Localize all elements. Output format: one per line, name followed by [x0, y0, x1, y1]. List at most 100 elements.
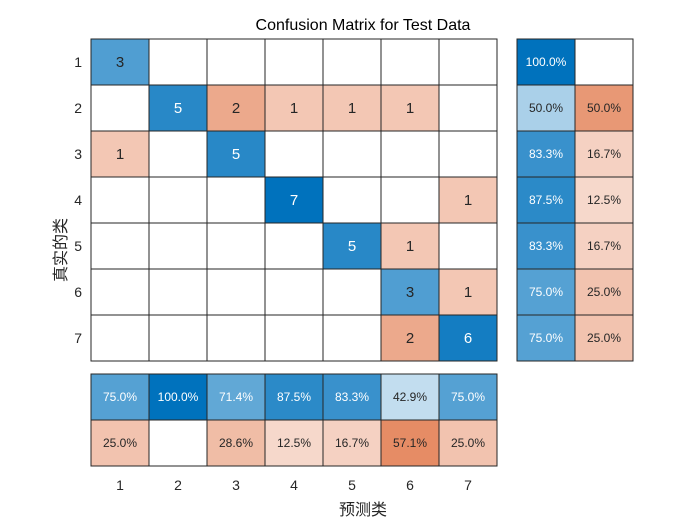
y-tick-6: 6 [74, 284, 82, 300]
matrix-cell-r3-c1-label: 1 [116, 146, 124, 163]
matrix-cell-r1-c3-box [206, 38, 266, 86]
column-summary-incorrect-c6-label: 57.1% [393, 436, 427, 450]
matrix-cell-r2-c3-box [206, 84, 266, 132]
matrix-cell-r7-c6-label: 2 [406, 330, 414, 347]
matrix-cell-r6-c2-box [148, 268, 208, 316]
matrix-cell-r3-c5-box [322, 130, 382, 178]
matrix-cell-r5-c2-box [148, 222, 208, 270]
x-tick-1: 1 [116, 477, 124, 493]
matrix-cell-r4-c5-box [322, 176, 382, 224]
row-summary-incorrect-r6-label: 25.0% [587, 285, 621, 299]
matrix-cell-r2-c6-label: 1 [406, 100, 414, 117]
x-tick-4: 4 [290, 477, 298, 493]
matrix-cell-r6-c1-box [90, 268, 150, 316]
matrix-cell-r6-c7-label: 1 [464, 284, 472, 301]
matrix-cell-r5-c6-box [380, 222, 440, 270]
row-summary-correct-r3-label: 83.3% [529, 147, 563, 161]
column-summary-incorrect-c3-label: 28.6% [219, 436, 253, 450]
matrix-cell-r3-c3-label: 5 [232, 146, 240, 163]
matrix-cell-r2-c2-box [148, 84, 208, 132]
matrix-cell-r7-c5-box [322, 314, 382, 362]
matrix-cell-r4-c4-label: 7 [290, 192, 298, 209]
column-summary-incorrect-c5-label: 16.7% [335, 436, 369, 450]
row-summary-correct-r7-label: 75.0% [529, 331, 563, 345]
row-summary-correct-r3-box [516, 130, 576, 178]
column-summary-incorrect-c7-label: 25.0% [451, 436, 485, 450]
row-summary-incorrect-r3-box [574, 130, 634, 178]
matrix-cell-r2-c1-box [90, 84, 150, 132]
matrix-cell-r3-c6-box [380, 130, 440, 178]
matrix-cell-r6-c3-box [206, 268, 266, 316]
matrix-cell-r4-c1-box [90, 176, 150, 224]
y-tick-5: 5 [74, 238, 82, 254]
column-summary-incorrect-c5-box [322, 419, 382, 467]
row-summary-correct-r4-label: 87.5% [529, 193, 563, 207]
x-tick-2: 2 [174, 477, 182, 493]
matrix-cell-r7-c4-box [264, 314, 324, 362]
column-summary-incorrect-c4-box [264, 419, 324, 467]
row-summary-incorrect-r2-box [574, 84, 634, 132]
column-summary-correct-c5-box [322, 373, 382, 421]
x-tick-labels: 1 2 3 4 5 6 7 [116, 477, 472, 493]
column-summary-correct-c3-label: 71.4% [219, 390, 253, 404]
row-summary-correct-r6-label: 75.0% [529, 285, 563, 299]
x-tick-5: 5 [348, 477, 356, 493]
matrix-cell-r1-c6-box [380, 38, 440, 86]
matrix-cell-r5-c4-box [264, 222, 324, 270]
column-summary-incorrect-c4-label: 12.5% [277, 436, 311, 450]
row-summary-incorrect-r3-label: 16.7% [587, 147, 621, 161]
y-tick-3: 3 [74, 146, 82, 162]
matrix-cell-r6-c4-box [264, 268, 324, 316]
y-tick-7: 7 [74, 330, 82, 346]
matrix-cell-r4-c2-box [148, 176, 208, 224]
row-summary-incorrect-r5-label: 16.7% [587, 239, 621, 253]
row-summary-incorrect-r7-label: 25.0% [587, 331, 621, 345]
row-summary-correct-r7-box [516, 314, 576, 362]
row-summary-correct-r1-box [516, 38, 576, 86]
matrix-cell-r5-c6-label: 1 [406, 238, 414, 255]
column-summary-incorrect-c2-box [148, 419, 208, 467]
matrix-cell-r7-c7-box [438, 314, 498, 362]
row-summary-incorrect-r4-label: 12.5% [587, 193, 621, 207]
matrix-cell-r2-c4-label: 1 [290, 100, 298, 117]
main-matrix: 3 5 2 1 1 1 1 5 7 1 5 1 3 1 2 6 [90, 38, 498, 362]
x-tick-7: 7 [464, 477, 472, 493]
matrix-cell-r6-c6-label: 3 [406, 284, 414, 301]
matrix-cell-r5-c7-box [438, 222, 498, 270]
y-axis-label: 真实的类 [51, 218, 70, 282]
matrix-cell-r3-c4-box [264, 130, 324, 178]
matrix-cell-r2-c6-box [380, 84, 440, 132]
row-summary-incorrect-r6-box [574, 268, 634, 316]
matrix-cell-r5-c1-box [90, 222, 150, 270]
column-summary-correct-c6-box [380, 373, 440, 421]
x-tick-3: 3 [232, 477, 240, 493]
column-summary-correct-c6-label: 42.9% [393, 390, 427, 404]
row-summary-incorrect-r7-box [574, 314, 634, 362]
column-summary-correct-c4-label: 87.5% [277, 390, 311, 404]
row-summary-incorrect-r4-box [574, 176, 634, 224]
column-summary-incorrect-c3-box [206, 419, 266, 467]
chart-title: Confusion Matrix for Test Data [256, 17, 471, 34]
y-tick-4: 4 [74, 192, 82, 208]
matrix-cell-r7-c7-label: 6 [464, 330, 472, 347]
matrix-cell-r1-c5-box [322, 38, 382, 86]
x-tick-6: 6 [406, 477, 414, 493]
column-summary-correct-c2-label: 100.0% [158, 390, 199, 404]
matrix-cell-r2-c3-label: 2 [232, 100, 240, 117]
matrix-cell-r1-c7-box [438, 38, 498, 86]
column-summary-correct-c5-label: 83.3% [335, 390, 369, 404]
matrix-cell-r2-c5-label: 1 [348, 100, 356, 117]
column-summary: 75.0% 25.0% 100.0% 71.4% 28.6% 87.5% 12.5% 83.3… [90, 373, 498, 467]
column-summary-correct-c1-label: 75.0% [103, 390, 137, 404]
y-tick-labels: 1 2 3 4 5 6 7 [74, 54, 82, 346]
matrix-cell-r1-c1-box [90, 38, 150, 86]
matrix-cell-r5-c5-label: 5 [348, 238, 356, 255]
column-summary-incorrect-c6-box [380, 419, 440, 467]
row-summary: 100.0% 50.0% 50.0% 83.3% 16.7% 87.5% 12.5% 83.3… [516, 38, 634, 362]
matrix-cell-r3-c2-box [148, 130, 208, 178]
column-summary-incorrect-c1-box [90, 419, 150, 467]
matrix-cell-r4-c7-box [438, 176, 498, 224]
matrix-cell-r1-c2-box [148, 38, 208, 86]
matrix-cell-r1-c4-box [264, 38, 324, 86]
